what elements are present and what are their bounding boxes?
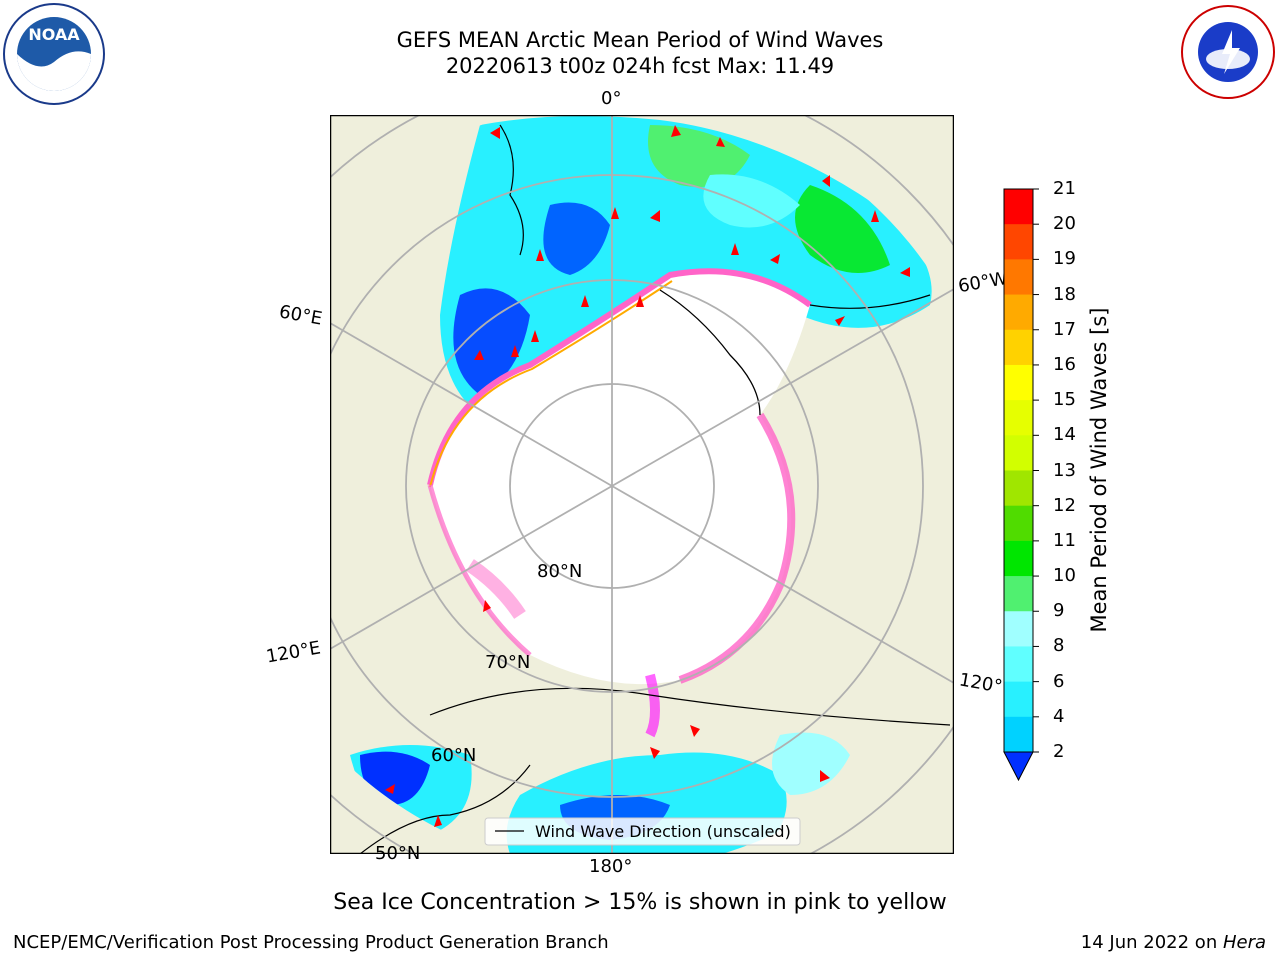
graticule — [330, 115, 954, 854]
colorbar-tick-label: 21 — [1053, 178, 1076, 199]
colorbar-segment — [1004, 470, 1033, 507]
footer-credit: NCEP/EMC/Verification Post Processing Pr… — [13, 932, 609, 953]
colorbar-label: Mean Period of Wind Waves [s] — [1087, 307, 1111, 633]
colorbar-tick-label: 6 — [1053, 670, 1065, 692]
lon-label-0: 0° — [601, 88, 622, 109]
colorbar-tick-label: 10 — [1053, 565, 1076, 587]
lat-label-60: 60°N — [431, 745, 477, 766]
colorbar-segment — [1004, 224, 1033, 260]
colorbar-segment — [1004, 294, 1033, 331]
colorbar-tick-label: 12 — [1053, 494, 1076, 516]
colorbar-tick-label: 8 — [1053, 635, 1065, 657]
legend-label: Wind Wave Direction (unscaled) — [535, 822, 791, 841]
colorbar-segment — [1004, 400, 1033, 436]
footer-date-text: 14 Jun 2022 on — [1080, 932, 1223, 953]
noaa-logo-text: NOAA — [28, 25, 80, 44]
colorbar-tick-label: 18 — [1053, 283, 1076, 305]
map-legend: Wind Wave Direction (unscaled) — [484, 817, 801, 846]
colorbar-tick-label: 20 — [1053, 213, 1076, 235]
colorbar-tick-label: 9 — [1053, 600, 1065, 622]
colorbar-segment — [1004, 540, 1033, 577]
map-title: GEFS MEAN Arctic Mean Period of Wind Wav… — [396, 28, 884, 52]
colorbar-tick-label: 14 — [1053, 424, 1076, 446]
lat-label-50: 50°N — [375, 843, 421, 864]
lat-label-80: 80°N — [537, 561, 583, 582]
arctic-map: Wind Wave Direction (unscaled) — [330, 115, 954, 854]
colorbar-tick-label: 11 — [1053, 529, 1076, 551]
colorbar-tick-label: 13 — [1053, 459, 1076, 481]
noaa-logo: NOAA — [3, 3, 105, 105]
lon-label-60e: 60°E — [277, 301, 324, 330]
map-frame — [330, 115, 954, 854]
sea-ice — [430, 271, 810, 685]
colorbar-tick-label: 19 — [1053, 248, 1076, 270]
colorbar-segment — [1004, 189, 1033, 225]
colorbar-segment — [1004, 364, 1033, 401]
colorbar-segment — [1004, 716, 1033, 753]
map-subtitle: 20220613 t00z 024h fcst Max: 11.49 — [445, 54, 835, 78]
colorbar-tick-label: 2 — [1053, 741, 1065, 762]
sea-ice-caption: Sea Ice Concentration > 15% is shown in … — [333, 890, 947, 915]
colorbar-segment — [1004, 611, 1033, 647]
footer-date: 14 Jun 2022 on Hera — [1081, 932, 1266, 953]
colorbar-segment — [1004, 435, 1033, 471]
colorbar-segment — [1004, 646, 1033, 683]
colorbar-extend-arrow — [1003, 751, 1034, 782]
nws-logo — [1181, 5, 1275, 99]
colorbar — [1003, 188, 1039, 782]
colorbar-segment — [1004, 576, 1033, 612]
colorbar-segment — [1004, 681, 1033, 718]
colorbar-tick-label: 16 — [1053, 353, 1076, 375]
lat-label-70: 70°N — [485, 652, 531, 673]
footer-host: Hera — [1222, 932, 1266, 953]
colorbar-segment — [1004, 259, 1033, 296]
lon-label-180: 180° — [589, 856, 633, 877]
colorbar-segment — [1004, 329, 1033, 366]
colorbar-segment — [1004, 505, 1033, 542]
wave-direction-arrows — [385, 125, 910, 827]
colorbar-tick-label: 17 — [1053, 318, 1076, 340]
lon-label-120e: 120°E — [264, 637, 323, 668]
colorbar-tick-label: 15 — [1053, 389, 1076, 411]
colorbar-tick-label: 4 — [1053, 705, 1065, 727]
